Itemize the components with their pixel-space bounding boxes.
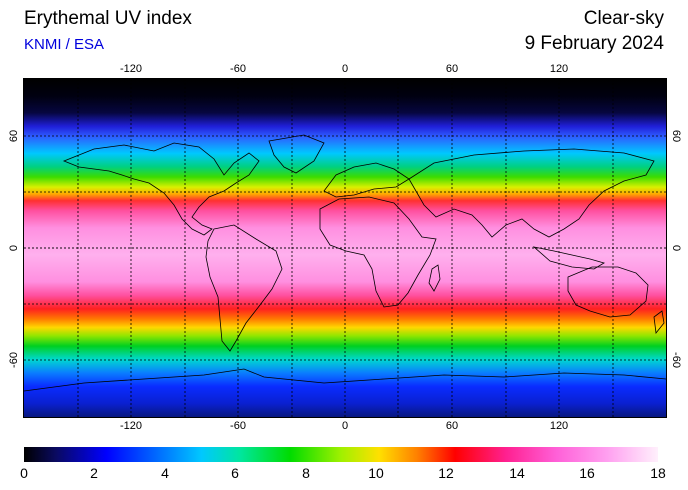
colorbar-label: 18 (650, 465, 666, 481)
coastlines (24, 134, 666, 392)
lon-tick-bottom: -60 (230, 420, 246, 432)
colorbar-label: 14 (509, 465, 525, 481)
coast-madagascar (428, 264, 441, 292)
lon-tick-bottom: -120 (119, 420, 143, 432)
coast-antarctica (24, 368, 666, 392)
map-title: Erythemal UV index (24, 8, 192, 29)
lon-tick-bottom: 60 (445, 420, 459, 432)
coast-new-zealand (653, 310, 665, 334)
coast-greenland (268, 134, 325, 174)
lat-tick-right: 60 (670, 129, 682, 143)
lat-tick-right: 0 (670, 244, 682, 252)
coast-south-america (205, 224, 283, 352)
colorbar-label: 8 (302, 465, 310, 481)
lon-tick-bottom: 0 (341, 420, 349, 432)
source-label: KNMI / ESA (24, 36, 105, 53)
lat-tick-left: 60 (8, 129, 20, 143)
colorbar-label: 6 (231, 465, 239, 481)
coast-indonesia (532, 246, 605, 270)
coast-australia (567, 266, 649, 318)
colorbar-label: 12 (438, 465, 454, 481)
sky-condition-label: Clear-sky (583, 8, 664, 29)
colorbar (24, 447, 658, 462)
colorbar-label: 4 (161, 465, 169, 481)
date-label: 9 February 2024 (524, 33, 664, 54)
colorbar-label: 10 (368, 465, 384, 481)
lat-tick-left: -60 (8, 352, 20, 368)
lon-tick-top: 60 (445, 63, 459, 75)
lat-tick-right: -60 (670, 352, 682, 368)
coast-north-america (62, 142, 260, 236)
uv-index-map (23, 78, 667, 418)
coast-asia (408, 148, 655, 238)
colorbar-label: 2 (90, 465, 98, 481)
colorbar-label: 0 (20, 465, 28, 481)
lon-tick-top: 120 (549, 63, 569, 75)
lon-tick-top: 0 (341, 63, 349, 75)
lon-tick-top: -120 (119, 63, 143, 75)
colorbar-label: 16 (579, 465, 595, 481)
coast-africa (319, 196, 437, 308)
lon-tick-top: -60 (230, 63, 246, 75)
lat-tick-left: 0 (8, 244, 20, 252)
lon-tick-bottom: 120 (549, 420, 569, 432)
